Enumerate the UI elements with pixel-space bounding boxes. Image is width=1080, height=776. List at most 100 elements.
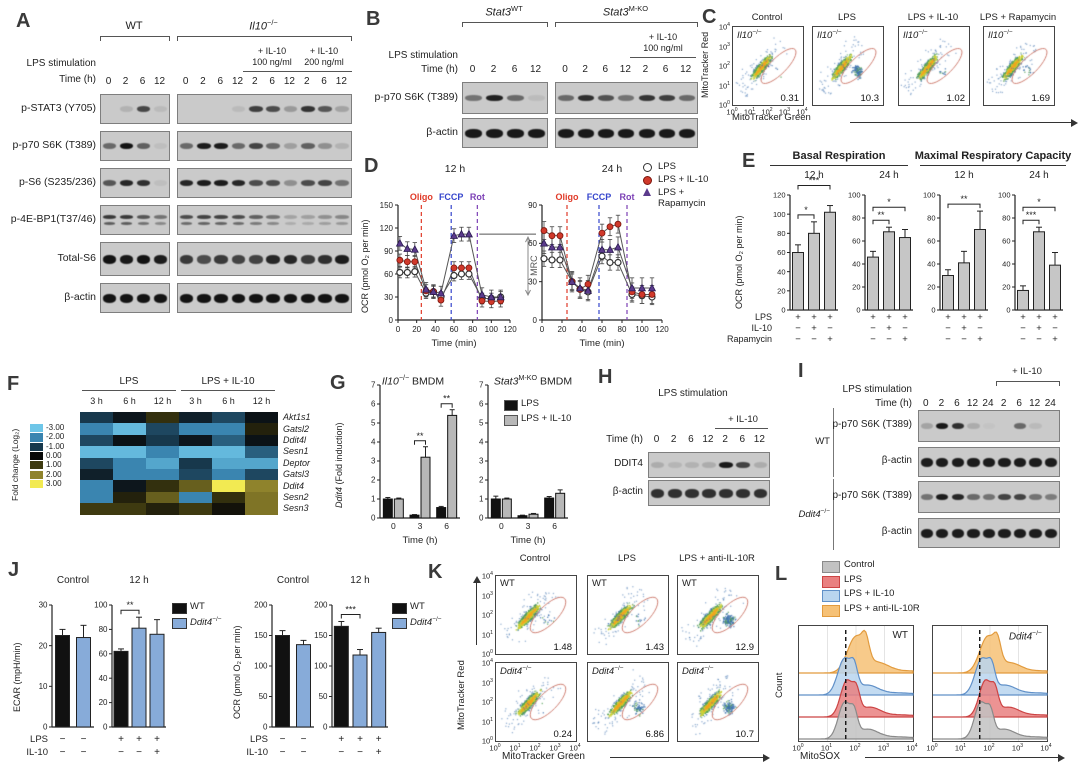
log-tick-label: 103 (873, 743, 895, 753)
mrc-arrow-head (525, 236, 531, 243)
ten: 10 (718, 81, 728, 90)
blot-band (982, 494, 996, 500)
flow-genotype-label: Il10−/− (903, 29, 928, 41)
blot-band (231, 143, 246, 149)
seahorse-chart-svg: 0 30 60 90 120 150 0 20 40 60 80 100 120 Time (min) Ol… (380, 192, 670, 349)
blot-band (618, 128, 635, 138)
blot-band (998, 528, 1011, 538)
heatmap-cell (146, 469, 179, 481)
blot-band (507, 128, 524, 138)
x-axis-label: MitoSOX (800, 751, 841, 762)
heatmap-cell (179, 457, 212, 469)
gate-percentage: 1.43 (645, 642, 665, 653)
flow-plot: Ddit4−/− 10.7 (677, 662, 759, 742)
axis-text: + (795, 312, 801, 323)
blot-box (100, 242, 170, 276)
axis-text: MRC (529, 255, 539, 276)
genotype-italic: Stat3 (485, 6, 512, 19)
time-label: Time (h) (606, 434, 643, 445)
log-tick-label: 102 (524, 743, 546, 753)
arrow-head (1071, 118, 1078, 127)
panel-c: C MitoTracker Red MitoTracker Green Cont… (700, 0, 1080, 140)
lane-time-label: 2 (490, 64, 497, 75)
exp: 3 (490, 590, 493, 597)
exp: 4 (577, 743, 581, 749)
ridge-curve-red (933, 679, 1048, 718)
lane-time-label: 0 (562, 64, 568, 75)
blot-band (283, 106, 298, 112)
legend-swatch (172, 618, 187, 629)
axis-text: + (154, 747, 160, 758)
heatmap-cell (113, 469, 146, 481)
log-tick-label: 104 (471, 658, 493, 668)
blot-row-label: β-actin (881, 455, 912, 466)
bar (792, 252, 804, 311)
y-axis-label: MitoTracker Red (456, 660, 467, 730)
axis-text: 20 (927, 283, 935, 292)
exp: 3 (490, 677, 493, 684)
gene-label: Sesn3 (283, 503, 309, 514)
gene-label: Ddit4 (283, 480, 305, 491)
genotype-sup: M-KO (518, 374, 538, 382)
blot-band (231, 106, 246, 112)
colorbar-label: Fold change (Log₂) (10, 428, 20, 502)
heatmap-cell (146, 491, 179, 504)
log-tick-label: 102 (471, 610, 493, 620)
marker-filled-circle (638, 291, 646, 298)
lane-time-label: 12 (335, 76, 347, 87)
axis-text: 0 (856, 306, 860, 315)
heatmap-cell (80, 480, 113, 492)
blot-band (486, 128, 503, 138)
blot-band (300, 180, 315, 186)
marker-open-circle (411, 268, 419, 276)
y-axis-arrow-line (476, 582, 477, 645)
blot-band (598, 128, 615, 138)
blot-band (197, 143, 211, 149)
log-tick-label: 102 (844, 743, 866, 753)
marker-filled-circle (403, 258, 411, 266)
marker-filled-circle (450, 264, 458, 272)
panel-d: D 12 h 24 h OCR (pmol O₂ per min) 0 30 60 9… (360, 155, 725, 365)
axis-text: 7 (371, 381, 376, 390)
group-underline (770, 165, 908, 166)
blot-band (507, 95, 524, 101)
heatmap-cell (113, 412, 146, 424)
axis-text: 120 (773, 191, 786, 200)
label-text: WT (190, 601, 205, 612)
blot-band (318, 143, 332, 149)
ten: 10 (718, 42, 728, 51)
group-bracket-il10ko (177, 36, 352, 41)
legend-item-label: Control (844, 559, 875, 570)
group-underline (82, 390, 176, 391)
heatmap-cell (146, 503, 179, 515)
blot-band (1029, 423, 1042, 429)
bar (942, 275, 954, 311)
bar (296, 644, 311, 728)
blot-box (555, 82, 698, 114)
heatmap-time-header: 12 h (153, 396, 172, 406)
axis-text: + (154, 734, 160, 745)
subheader-bracket (996, 381, 1060, 386)
label-sup: −/− (432, 616, 442, 623)
flow-genotype-label: Ddit4−/− (500, 665, 532, 677)
legend-item-label: LPS + IL-10 (521, 413, 572, 424)
axis-text: + (376, 747, 382, 758)
ten: 10 (481, 697, 491, 707)
group-header-basal: Basal Respiration (792, 150, 886, 162)
axis-text: 20 (1002, 283, 1010, 292)
marker-filled-circle (411, 258, 419, 266)
genotype-sup: −/− (398, 374, 410, 382)
marker-open-circle (465, 270, 473, 278)
axis-text: + (136, 734, 142, 745)
legend-swatch (822, 604, 840, 617)
axis-text: 0 (931, 306, 935, 315)
sig-bracket (947, 203, 981, 209)
blot-band (936, 457, 949, 467)
axis-text: + (827, 312, 833, 323)
mrc-arrow-head (525, 289, 531, 297)
log-tick-label: 100 (721, 107, 743, 117)
blot-band (283, 293, 298, 303)
blot-band-lower (120, 222, 133, 225)
marker-filled-triangle (464, 229, 473, 238)
sig-bracket (440, 403, 453, 408)
